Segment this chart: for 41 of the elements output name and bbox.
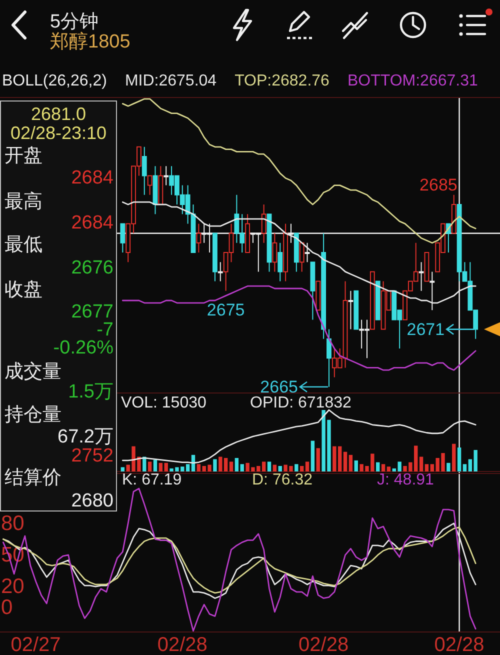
y-tick-label: 0 <box>1 596 13 620</box>
annotation: 开盘 <box>4 146 42 166</box>
series-label: OPID: 671832 <box>250 394 352 412</box>
text: K: 67.19 <box>122 472 182 488</box>
annotation: 1.5万 <box>68 382 114 402</box>
annotation: VOL: 15030 <box>121 394 206 412</box>
text: TOP:2682.76 <box>234 72 330 90</box>
x-tick-label: 02/28 <box>157 634 208 655</box>
annotation: -0.26% <box>53 338 114 358</box>
chart-title: 5分钟 <box>50 12 99 32</box>
annotation: 最低 <box>4 234 42 256</box>
y-tick-label: 20 <box>1 575 24 598</box>
annotation: 2684 <box>71 212 114 234</box>
annotation: 收盘 <box>4 280 42 300</box>
text: 2681.0 <box>30 104 86 124</box>
x-tick-label: 02/28 <box>434 634 484 655</box>
x-tick-label: 02/27 <box>10 634 61 655</box>
text: MID:2675.04 <box>124 72 217 90</box>
x-tick-label: 02/28 <box>298 634 349 655</box>
text: BOTTOM:2667.31 <box>347 72 478 90</box>
annotation: 67.2万 <box>58 426 114 448</box>
annotation: 2677 <box>71 302 114 322</box>
annotation: 2671 <box>406 320 445 339</box>
text: D: 76.32 <box>252 472 313 488</box>
annotation: 2665 <box>260 377 298 396</box>
annotation: 最高 <box>4 190 42 212</box>
text: 02/28-23:10 <box>10 123 107 143</box>
y-tick-label: 80 <box>1 512 24 535</box>
annotation: -7 <box>96 320 114 340</box>
annotation: 2684 <box>71 168 114 188</box>
legend-title: BOLL(26,26,2) <box>2 72 107 90</box>
series-label: J: 48.91 <box>377 472 434 488</box>
annotation: 2685 <box>420 175 458 194</box>
annotation: 成交量 <box>4 360 62 382</box>
chart-subtitle: 郑醇1805 <box>50 32 130 52</box>
annotation: 2675 <box>206 300 245 320</box>
annotation: 2676 <box>71 258 114 278</box>
annotation: 持仓量 <box>4 404 62 426</box>
annotation: 2680 <box>71 490 114 512</box>
annotation: 结算价 <box>4 468 62 488</box>
annotation: 2752 <box>71 446 114 466</box>
